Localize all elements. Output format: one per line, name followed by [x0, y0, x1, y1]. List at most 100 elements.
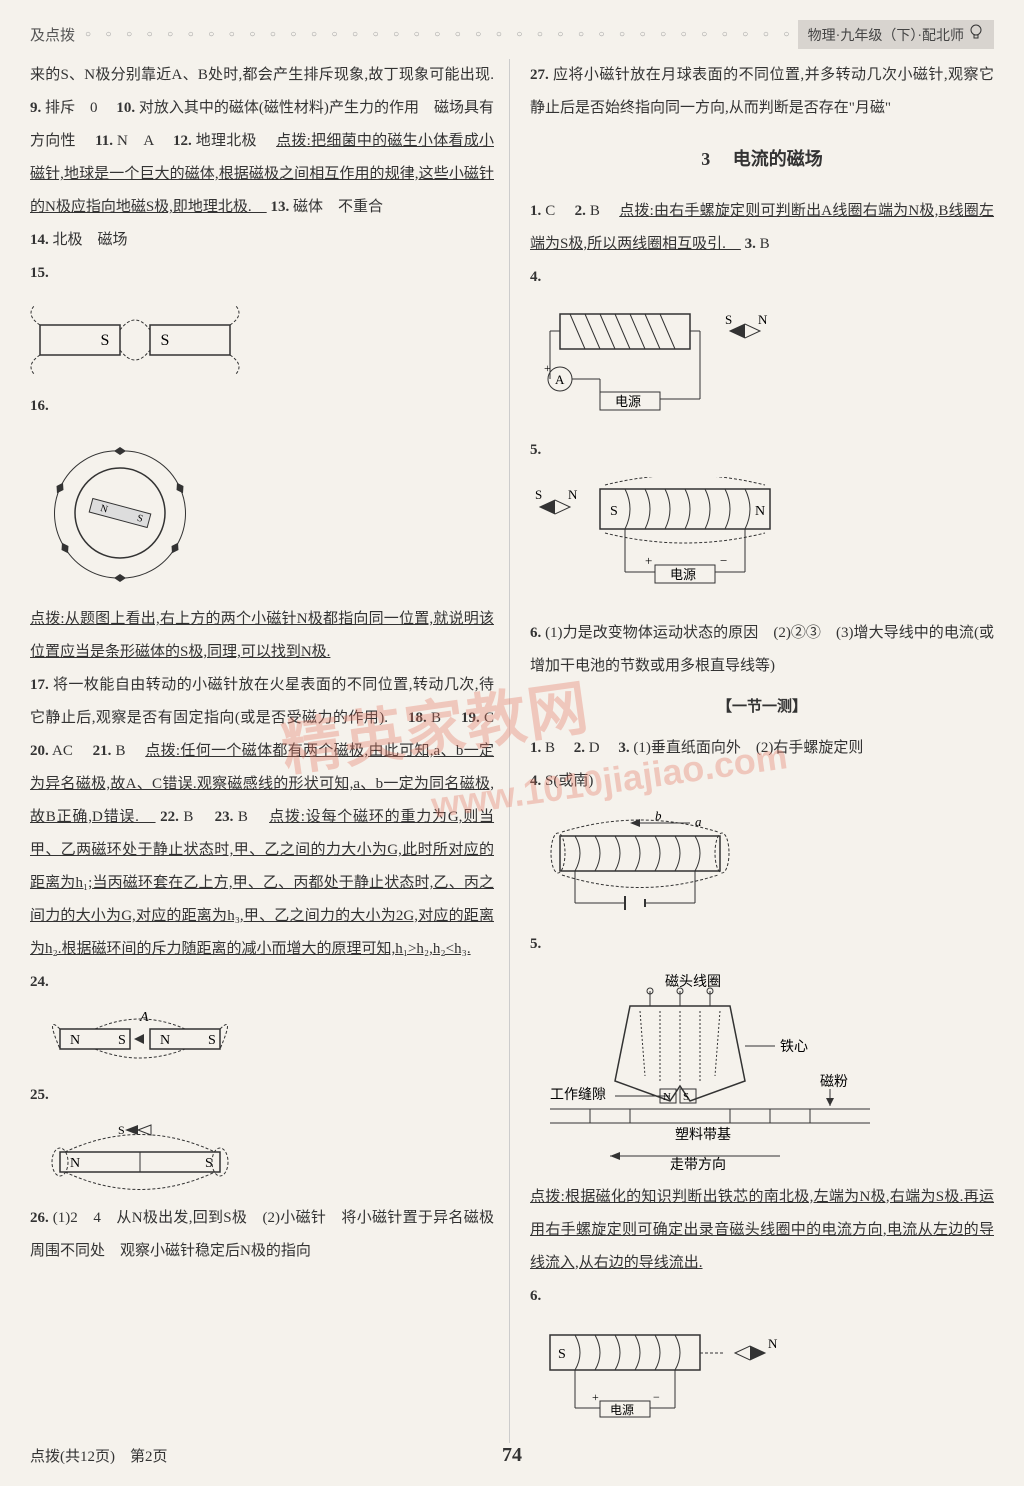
para-rq6: 6. (1)力是改变物体运动状态的原因 (2)②③ (3)增大导线中的电流(或增… — [530, 617, 994, 683]
pq5-num: 5. — [530, 936, 541, 952]
a19: C — [484, 710, 509, 726]
tip16-label: 点拨 — [30, 611, 60, 627]
svg-text:S: S — [725, 312, 732, 327]
a26: (1)2 4 从N极出发,回到S极 (2)小磁针 将小磁针置于异名磁极周围不同处… — [30, 1210, 494, 1259]
rq4-num: 4. — [530, 269, 541, 285]
practice-title: 【一节一测】 — [530, 691, 994, 724]
para-q24: 24. — [30, 966, 494, 999]
svg-text:电源: 电源 — [610, 1403, 634, 1417]
rtip2-label: 点拨 — [619, 203, 649, 219]
tip-bottom-text: :根据磁化的知识判断出铁芯的南北极,左端为N极,右端为S极.再运用右手螺旋定则可… — [530, 1189, 994, 1271]
a23: B — [238, 809, 265, 825]
header-left-text: 及点拨 — [30, 24, 75, 45]
page-footer: 点拨(共12页) 第2页 74 — [30, 1445, 994, 1466]
svg-text:塑料带基: 塑料带基 — [675, 1126, 731, 1143]
q26-num: 26. — [30, 1210, 49, 1226]
svg-text:N: N — [755, 504, 765, 519]
section-3-text: 电流的磁场 — [733, 149, 823, 169]
svg-text:N: N — [768, 1336, 778, 1351]
diagram-25: S NS — [30, 1122, 494, 1192]
header-right-text: 物理·九年级（下）·配北师 — [808, 25, 964, 45]
tip16-para: 点拨:从题图上看出,右上方的两个小磁针N极都指向同一位置,就说明该位置应当是条形… — [30, 603, 494, 669]
q23-num: 23. — [215, 809, 234, 825]
q15-num: 15. — [30, 265, 49, 281]
tip16: 点拨:从题图上看出,右上方的两个小磁针N极都指向同一位置,就说明该位置应当是条形… — [30, 611, 494, 660]
q11-num: 11. — [95, 133, 113, 149]
a12: 地理北极 — [196, 133, 272, 149]
para-practice-1-3: 1. B 2. D 3. (1)垂直纸面向外 (2)右手螺旋定则 — [530, 732, 994, 765]
tip23-text: :设每个磁环的重力为G,则当甲、乙两磁环处于静止状态时,甲、乙之间的力大小为G,… — [30, 809, 494, 957]
svg-text:N: N — [160, 1033, 170, 1048]
para-rq4: 4. — [530, 261, 994, 294]
q18-num: 18. — [408, 710, 427, 726]
text-opening: 来的S、N极分别靠近A、B处时,都会产生排斥现象,故丁现象可能出现. — [30, 67, 494, 83]
para-opening: 来的S、N极分别靠近A、B处时,都会产生排斥现象,故丁现象可能出现. 9. 排斥… — [30, 59, 494, 224]
svg-text:N: N — [663, 1091, 671, 1103]
footer-left: 点拨(共12页) 第2页 — [30, 1445, 168, 1466]
para-q15: 15. — [30, 257, 494, 290]
svg-text:电源: 电源 — [615, 394, 641, 409]
rq2-num: 2. — [575, 203, 586, 219]
svg-text:+: + — [544, 361, 551, 375]
tip16-text: :从题图上看出,右上方的两个小磁针N极都指向同一位置,就说明该位置应当是条形磁体… — [30, 611, 494, 660]
tip-bottom: 点拨:根据磁化的知识判断出铁芯的南北极,左端为N极,右端为S极.再运用右手螺旋定… — [530, 1189, 994, 1271]
rq3-num: 3. — [745, 236, 756, 252]
svg-text:工作缝隙: 工作缝隙 — [550, 1087, 606, 1103]
svg-text:S: S — [558, 1347, 566, 1362]
para-r-q1-3: 1. C 2. B 点拨:由右手螺旋定则可判断出A线圈右端为N极,B线圈左端为S… — [530, 195, 994, 261]
tip23-label: 点拨 — [269, 809, 301, 825]
diagram-16: N S — [30, 433, 494, 593]
header-dots: ○ ○ ○ ○ ○ ○ ○ ○ ○ ○ ○ ○ ○ ○ ○ ○ ○ ○ ○ ○ … — [75, 29, 798, 40]
svg-text:−: − — [720, 553, 727, 568]
ra6: (1)力是改变物体运动状态的原因 (2)②③ (3)增大导线中的电流(或增加干电… — [530, 625, 994, 674]
q21-num: 21. — [93, 743, 112, 759]
svg-text:S: S — [205, 1156, 213, 1171]
d15-label-s1: S — [101, 332, 110, 349]
diagram-15: S S — [30, 300, 494, 380]
q17-num: 17. — [30, 677, 49, 693]
svg-text:+: + — [645, 553, 652, 568]
ra3: B — [760, 236, 770, 252]
q20-num: 20. — [30, 743, 49, 759]
svg-text:电源: 电源 — [670, 567, 696, 582]
a22: B — [183, 809, 210, 825]
q24-num: 24. — [30, 974, 49, 990]
pa4: S(或南) — [545, 773, 593, 789]
pq3-num: 3. — [618, 740, 629, 756]
para-q27: 27. 应将小磁针放在月球表面的不同位置,并多转动几次小磁针,观察它静止后是否始… — [530, 59, 994, 125]
pq2-num: 2. — [574, 740, 585, 756]
ra1: C — [545, 203, 570, 219]
tip12-label: 点拨 — [276, 133, 307, 149]
svg-text:N: N — [70, 1033, 80, 1048]
pa3: (1)垂直纸面向外 (2)右手螺旋定则 — [633, 740, 863, 756]
rq1-num: 1. — [530, 203, 541, 219]
svg-text:走带方向: 走带方向 — [670, 1157, 726, 1171]
diagram-p5: 磁头线圈 铁心 磁粉 工作缝隙 N S 塑料带基 走带方向 — [530, 971, 994, 1171]
a20: AC — [52, 743, 89, 759]
pq6-num: 6. — [530, 1288, 541, 1304]
para-pq5: 5. — [530, 928, 994, 961]
svg-text:N: N — [758, 312, 768, 327]
para-pq6: 6. — [530, 1280, 994, 1313]
left-column: 来的S、N极分别靠近A、B处时,都会产生排斥现象,故丁现象可能出现. 9. 排斥… — [30, 59, 510, 1443]
diagram-p4: b a — [530, 808, 994, 918]
section-3-num: 3 — [701, 149, 710, 169]
para-q14: 14. 北极 磁场 — [30, 224, 494, 257]
a21: B — [115, 743, 141, 759]
svg-text:A: A — [139, 1010, 149, 1025]
svg-text:A: A — [555, 372, 565, 387]
page-number: 74 — [502, 1444, 522, 1467]
tip21-label: 点拨 — [145, 743, 176, 759]
ra2: B — [590, 203, 615, 219]
svg-text:+: + — [592, 1390, 599, 1404]
para-q16: 16. — [30, 390, 494, 423]
q25-num: 25. — [30, 1087, 49, 1103]
q16-num: 16. — [30, 398, 49, 414]
para-q25: 25. — [30, 1079, 494, 1112]
svg-text:N: N — [568, 487, 578, 502]
svg-text:N: N — [70, 1156, 80, 1171]
content-columns: 来的S、N极分别靠近A、B处时,都会产生排斥现象,故丁现象可能出现. 9. 排斥… — [30, 59, 994, 1443]
tip23: 点拨:设每个磁环的重力为G,则当甲、乙两磁环处于静止状态时,甲、乙之间的力大小为… — [30, 809, 494, 957]
q13-num: 13. — [270, 199, 289, 215]
d15-label-s2: S — [161, 332, 170, 349]
